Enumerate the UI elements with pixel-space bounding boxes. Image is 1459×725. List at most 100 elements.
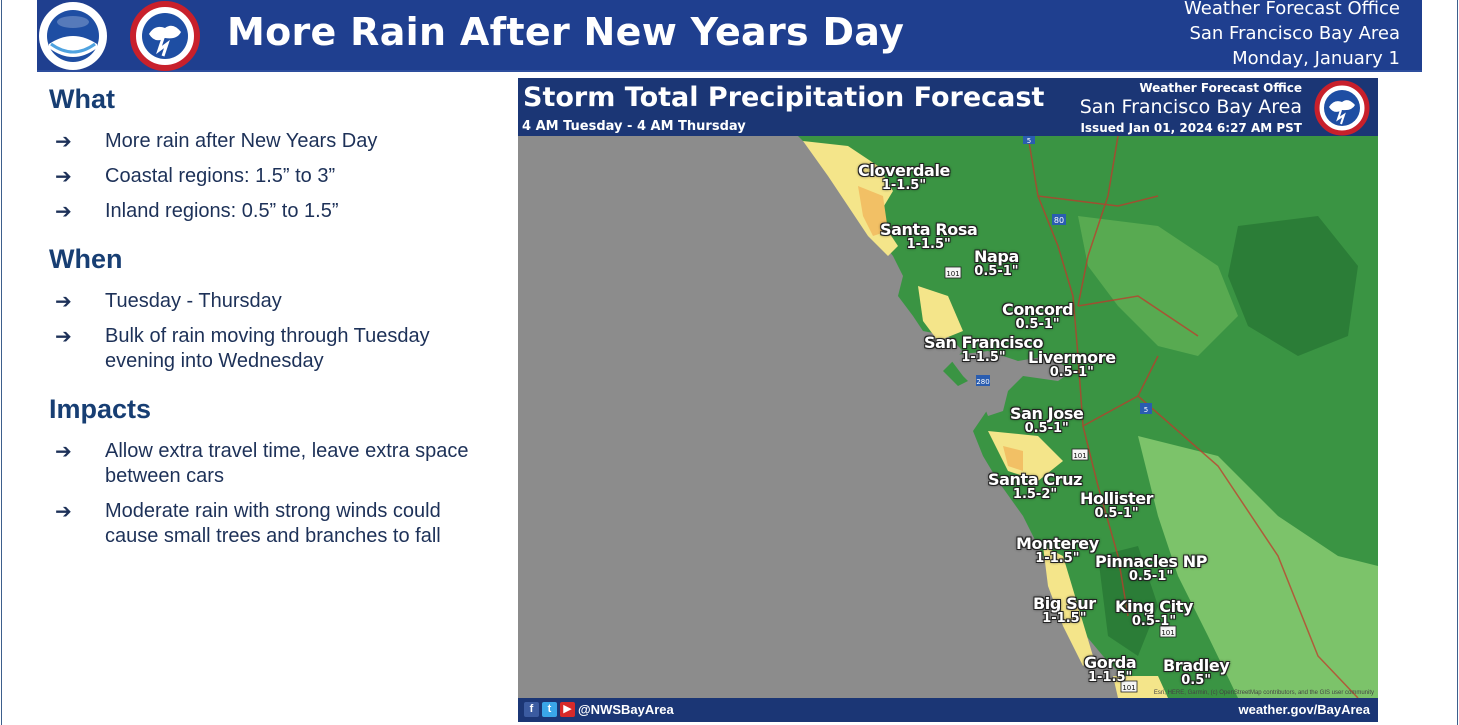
city-name: King City bbox=[1115, 597, 1194, 616]
city-amount: 0.5" bbox=[1181, 673, 1212, 688]
bullet-item: ➔ Inland regions: 0.5” to 1.5” bbox=[49, 199, 489, 224]
highway-shield: 101 bbox=[1120, 680, 1138, 693]
city-label-san-francisco: San Francisco 1-1.5" bbox=[924, 334, 1043, 365]
map-attribution: Esri, HERE, Garmin, (c) OpenStreetMap co… bbox=[1153, 690, 1374, 696]
social-icons: f t ▶ bbox=[524, 702, 575, 717]
city-name: San Francisco bbox=[924, 333, 1044, 352]
section-title: Impacts bbox=[49, 394, 152, 424]
briefing-text: What ➔ More rain after New Years Day ➔ Coa… bbox=[49, 84, 489, 569]
arrow-icon: ➔ bbox=[55, 199, 72, 223]
highway-shield-label: 101 bbox=[946, 270, 959, 278]
city-label-king-city: King City 0.5-1" bbox=[1115, 598, 1193, 629]
bullet-item: ➔ Allow extra travel time, leave extra sp… bbox=[49, 439, 489, 489]
city-name: Santa Rosa bbox=[880, 220, 978, 239]
section-when: When ➔ Tuesday - Thursday ➔ Bulk of rain m… bbox=[49, 244, 489, 374]
bullet-text: More rain after New Years Day bbox=[105, 130, 378, 152]
bullet-text: Tuesday - Thursday bbox=[105, 290, 282, 312]
precip-forecast-map: Storm Total Precipitation Forecast 4 AM … bbox=[518, 78, 1378, 722]
city-amount: 1-1.5" bbox=[1042, 611, 1087, 626]
bullet-text: Coastal regions: 1.5” to 3” bbox=[105, 165, 336, 187]
precip-dark-green bbox=[1228, 216, 1358, 356]
city-label-cloverdale: Cloverdale 1-1.5" bbox=[858, 162, 950, 193]
nws-logo-icon bbox=[1314, 80, 1370, 136]
city-amount: 0.5-1" bbox=[1024, 421, 1069, 436]
city-label-santa-rosa: Santa Rosa 1-1.5" bbox=[880, 220, 978, 252]
city-name: Pinnacles NP bbox=[1095, 552, 1208, 571]
highway-shield-label: 80 bbox=[1054, 216, 1064, 225]
precip-yellow bbox=[1043, 546, 1093, 666]
bullet-item: ➔ Bulk of rain moving through Tuesday eve… bbox=[49, 324, 489, 374]
highway-shield: 101 bbox=[1071, 448, 1089, 461]
map-office-label: Weather Forecast Office bbox=[1139, 81, 1302, 95]
city-label-gorda: Gorda 1-1.5" bbox=[1084, 653, 1137, 685]
social-handle: @NWSBayArea bbox=[578, 702, 674, 717]
precip-light-green bbox=[1078, 216, 1238, 356]
highway-shield: 101 bbox=[1159, 625, 1177, 638]
youtube-icon[interactable]: ▶ bbox=[560, 702, 575, 717]
map-canvas: 5 80 101 101 280 5 101 101 bbox=[518, 136, 1378, 698]
highway-shield-label: 5 bbox=[1027, 137, 1031, 145]
office-area: San Francisco Bay Area bbox=[1189, 23, 1400, 44]
city-amount: 0.5-1" bbox=[1015, 317, 1060, 332]
highway-shield-label: 101 bbox=[1161, 629, 1174, 637]
map-issued-time: Issued Jan 01, 2024 6:27 AM PST bbox=[1080, 121, 1302, 135]
city-label-santa-cruz: Santa Cruz 1.5-2" bbox=[988, 471, 1082, 502]
precip-yellow bbox=[988, 431, 1063, 481]
header-date: Monday, January 1 bbox=[1232, 48, 1400, 69]
city-name: Monterey bbox=[1016, 534, 1099, 553]
header-banner: More Rain After New Years Day Weather Fo… bbox=[37, 0, 1422, 72]
facebook-icon[interactable]: f bbox=[524, 702, 539, 717]
city-amount: 1-1.5" bbox=[1088, 670, 1133, 685]
city-name: Gorda bbox=[1084, 653, 1137, 672]
city-label-monterey: Monterey 1-1.5" bbox=[1016, 535, 1099, 566]
nws-logo-icon bbox=[130, 1, 200, 71]
section-what: What ➔ More rain after New Years Day ➔ Coa… bbox=[49, 84, 489, 224]
city-label-bradley: Bradley 0.5" bbox=[1163, 656, 1230, 688]
arrow-icon: ➔ bbox=[55, 289, 72, 313]
city-label-hollister: Hollister 0.5-1" bbox=[1080, 489, 1154, 521]
city-label-big-sur: Big Sur 1-1.5" bbox=[1033, 595, 1096, 626]
city-amount: 0.5-1" bbox=[1128, 569, 1174, 584]
arrow-icon: ➔ bbox=[55, 499, 72, 523]
map-office-area: San Francisco Bay Area bbox=[1079, 96, 1302, 118]
highway-shield-label: 5 bbox=[1144, 406, 1148, 414]
section-title: When bbox=[49, 244, 123, 274]
precip-orange bbox=[858, 186, 888, 236]
website-link[interactable]: weather.gov/BayArea bbox=[1238, 702, 1370, 717]
city-amount: 0.5-1" bbox=[1094, 506, 1139, 521]
city-name: Bradley bbox=[1163, 656, 1230, 675]
city-name: Livermore bbox=[1028, 348, 1116, 367]
map-header: Storm Total Precipitation Forecast 4 AM … bbox=[518, 78, 1378, 136]
city-amount: 1-1.5" bbox=[961, 350, 1006, 365]
city-amount: 1-1.5" bbox=[881, 178, 927, 193]
city-name: Hollister bbox=[1080, 489, 1154, 508]
precip-yellow bbox=[918, 286, 963, 341]
page-title: More Rain After New Years Day bbox=[227, 10, 905, 54]
twitter-icon[interactable]: t bbox=[542, 702, 557, 717]
road-network bbox=[1027, 136, 1359, 698]
map-footer: f t ▶ @NWSBayArea weather.gov/BayArea bbox=[518, 698, 1378, 722]
city-amount: 0.5-1" bbox=[1049, 365, 1094, 380]
city-amount: 1-1.5" bbox=[1035, 551, 1080, 566]
bullet-list: ➔ Allow extra travel time, leave extra sp… bbox=[49, 439, 489, 549]
bullet-text: Bulk of rain moving through Tuesday even… bbox=[105, 325, 430, 372]
highway-shield: 80 bbox=[1052, 214, 1066, 225]
city-name: Cloverdale bbox=[858, 161, 950, 180]
city-label-napa: Napa 0.5-1" bbox=[974, 248, 1019, 279]
city-name: Big Sur bbox=[1033, 594, 1096, 613]
city-name: San Jose bbox=[1010, 404, 1084, 423]
highway-shield: 5 bbox=[1023, 136, 1035, 145]
city-label-concord: Concord 0.5-1" bbox=[1002, 301, 1074, 332]
city-label-livermore: Livermore 0.5-1" bbox=[1028, 349, 1116, 380]
bullet-list: ➔ More rain after New Years Day ➔ Coastal … bbox=[49, 129, 489, 224]
precip-dark-green bbox=[1098, 546, 1158, 656]
bullet-text: Moderate rain with strong winds could ca… bbox=[105, 500, 441, 547]
city-name: Santa Cruz bbox=[988, 470, 1083, 489]
city-amount: 1-1.5" bbox=[906, 237, 951, 252]
city-amount: 0.5-1" bbox=[1131, 614, 1177, 629]
bullet-list: ➔ Tuesday - Thursday ➔ Bulk of rain moving… bbox=[49, 289, 489, 374]
bullet-text: Allow extra travel time, leave extra spa… bbox=[105, 440, 469, 487]
highway-shield: 5 bbox=[1140, 403, 1152, 414]
highway-shield: 101 bbox=[944, 266, 962, 279]
bay-water bbox=[948, 351, 1073, 416]
